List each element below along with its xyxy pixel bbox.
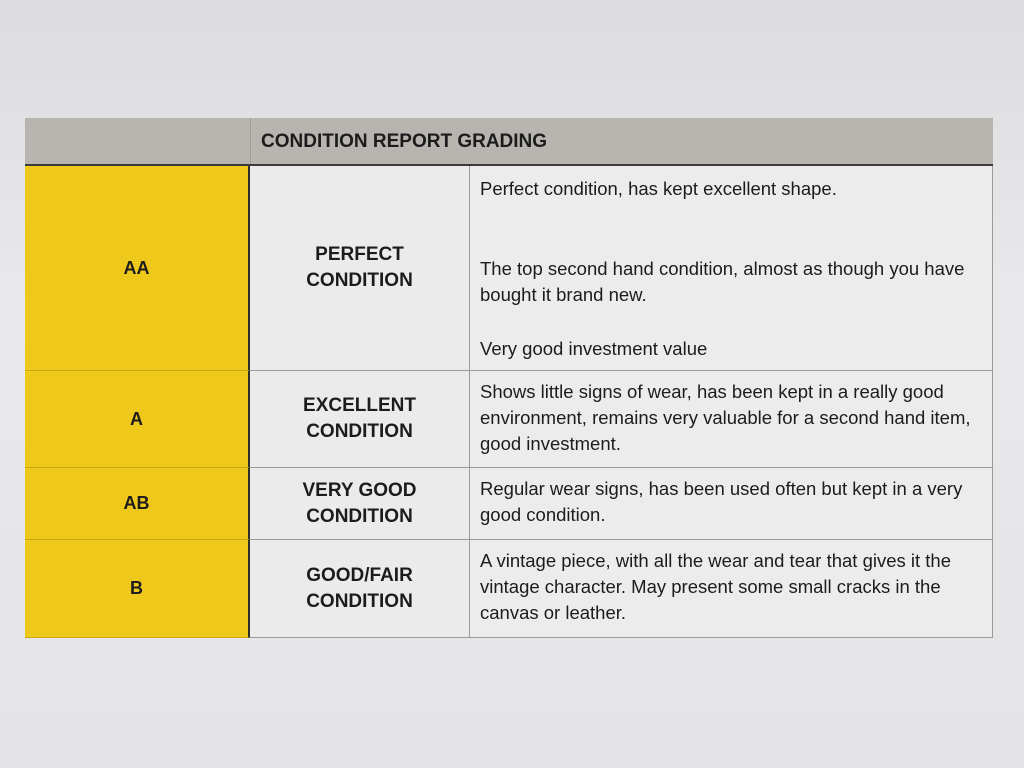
description-cell: A vintage piece, with all the wear and t… <box>470 540 993 638</box>
description-cell: Perfect condition, has kept excellent sh… <box>470 166 993 371</box>
condition-label: PERFECT CONDITION <box>306 244 413 291</box>
table-row: AB VERY GOOD CONDITION Regular wear sign… <box>25 468 993 540</box>
condition-label: VERY GOOD CONDITION <box>302 479 417 527</box>
grade-cell: A <box>25 371 250 468</box>
condition-cell: VERY GOOD CONDITION <box>250 468 470 540</box>
description-text: Perfect condition, has kept excellent sh… <box>480 178 837 199</box>
condition-label: EXCELLENT CONDITION <box>303 395 416 442</box>
description-text: Regular wear signs, has been used often … <box>480 478 963 525</box>
condition-grading-table: CONDITION REPORT GRADING AA PERFECT COND… <box>25 118 993 640</box>
table-title: CONDITION REPORT GRADING <box>261 131 548 152</box>
description-text: Very good investment value <box>480 338 708 359</box>
grade-cell: AB <box>25 468 250 540</box>
table-header: CONDITION REPORT GRADING <box>25 118 993 166</box>
condition-cell: PERFECT CONDITION <box>250 166 470 371</box>
description-text: Shows little signs of wear, has been kep… <box>480 381 971 454</box>
grade-cell: B <box>25 540 250 638</box>
table-row: AA PERFECT CONDITION Perfect condition, … <box>25 166 993 371</box>
grade-cell: AA <box>25 166 250 371</box>
table-row: B GOOD/FAIR CONDITION A vintage piece, w… <box>25 540 993 638</box>
description-text: The top second hand condition, almost as… <box>480 258 965 305</box>
condition-cell: GOOD/FAIR CONDITION <box>250 540 470 638</box>
condition-label: GOOD/FAIR CONDITION <box>306 564 413 612</box>
condition-cell: EXCELLENT CONDITION <box>250 371 470 468</box>
description-text: A vintage piece, with all the wear and t… <box>480 550 952 623</box>
header-divider <box>250 118 251 164</box>
description-cell: Shows little signs of wear, has been kep… <box>470 371 993 468</box>
description-cell: Regular wear signs, has been used often … <box>470 468 993 540</box>
table-row: A EXCELLENT CONDITION Shows little signs… <box>25 371 993 468</box>
